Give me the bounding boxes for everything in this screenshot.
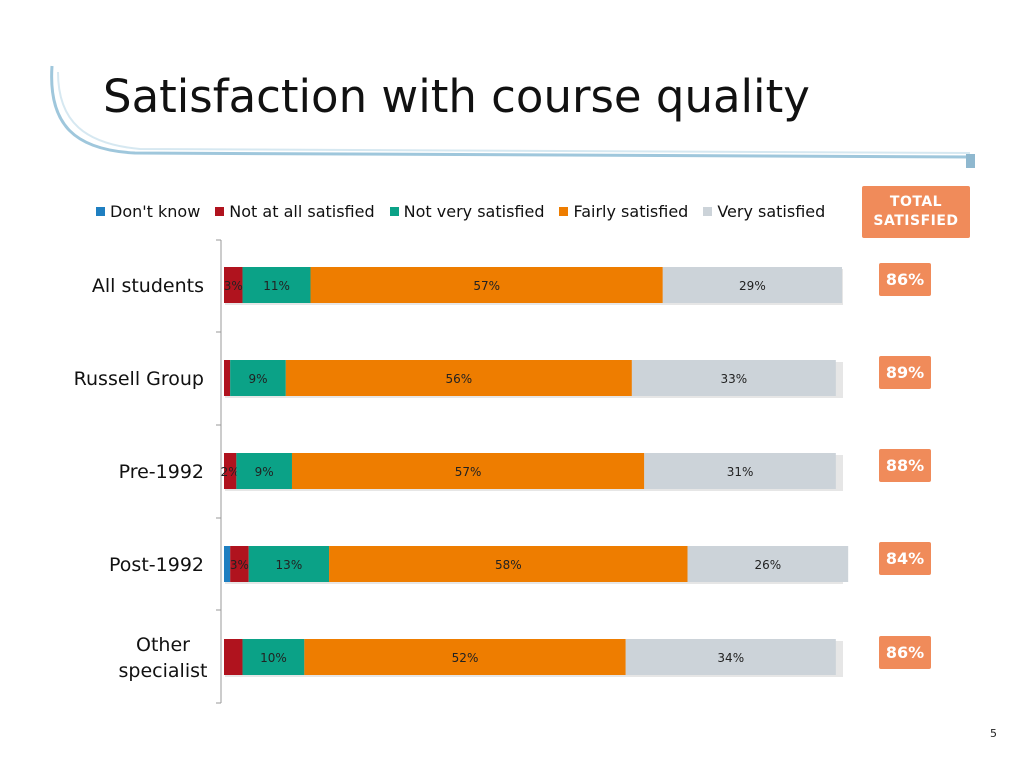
data-label: 2%: [221, 465, 240, 479]
legend-label: Don't know: [110, 202, 201, 221]
category-label: Other specialist: [119, 634, 208, 682]
bar-segment: [687, 546, 849, 582]
data-label: 13%: [276, 558, 303, 572]
bar-segment: [224, 360, 231, 396]
data-label: 29%: [739, 279, 766, 293]
bar-segment: [230, 546, 249, 582]
total-badge-other-specialist: 86%: [879, 636, 931, 669]
bar-segment: [310, 267, 663, 303]
legend-label: Not at all satisfied: [229, 202, 375, 221]
data-label: 11%: [263, 279, 290, 293]
data-label: 31%: [727, 465, 754, 479]
data-label: 3%: [230, 558, 249, 572]
bar-segment: [224, 453, 237, 489]
bar-segment: [230, 360, 286, 396]
total-header-line2: SATISFIED: [873, 213, 959, 229]
bar-segment: [224, 267, 243, 303]
legend-item-dont-know: Don't know: [96, 202, 200, 221]
total-badge-post-1992: 84%: [879, 542, 931, 575]
legend-label: Very satisfied: [717, 202, 826, 221]
data-label: 26%: [755, 558, 782, 572]
data-label: 3%: [224, 279, 243, 293]
bar-segment: [644, 453, 836, 489]
data-label: 57%: [473, 279, 500, 293]
legend-swatch: [215, 207, 225, 216]
page-number: 5: [990, 727, 997, 740]
data-label: 33%: [721, 372, 748, 386]
page-title: Satisfaction with course quality: [103, 70, 810, 123]
data-label: 57%: [455, 465, 482, 479]
legend-item-not-very-satisfied: Not very satisfied: [389, 202, 545, 221]
legend-swatch: [96, 207, 105, 216]
legend-swatch: [559, 207, 569, 216]
total-header-line1: TOTAL: [889, 194, 943, 210]
legend-label: Not very satisfied: [403, 202, 545, 221]
chart-legend: Don't know Not at all satisfied Not very…: [96, 202, 840, 221]
category-label: Post-1992: [109, 554, 204, 576]
data-label: 9%: [255, 465, 274, 479]
bar-segment: [304, 639, 626, 675]
bar-segment: [242, 267, 311, 303]
bar-segment: [248, 546, 330, 582]
total-satisfied-header: TOTAL SATISFIED: [862, 186, 970, 238]
total-badge-pre-1992: 88%: [879, 449, 931, 482]
legend-item-very-satisfied: Very satisfied: [703, 202, 825, 221]
legend-label: Fairly satisfied: [573, 202, 689, 221]
title-decoration: [50, 65, 975, 168]
data-label: 56%: [446, 372, 473, 386]
data-label: 58%: [495, 558, 522, 572]
bar-segment: [662, 267, 842, 303]
bar-segment: [625, 639, 836, 675]
legend-item-fairly-satisfied: Fairly satisfied: [559, 202, 688, 221]
legend-swatch: [389, 207, 399, 216]
data-label: 34%: [717, 651, 744, 665]
data-label: 9%: [248, 372, 267, 386]
bar-segment: [291, 453, 645, 489]
legend-item-not-at-all-satisfied: Not at all satisfied: [215, 202, 375, 221]
bar-segment: [329, 546, 688, 582]
data-label: 52%: [452, 651, 479, 665]
category-label: Russell Group: [74, 368, 204, 390]
category-label: Pre-1992: [119, 461, 204, 483]
data-label: 10%: [260, 651, 287, 665]
total-badge-all-students: 86%: [879, 263, 931, 296]
bar-segment: [236, 453, 292, 489]
bar-segment: [242, 639, 305, 675]
total-badge-russell-group: 89%: [879, 356, 931, 389]
bar-segment: [631, 360, 836, 396]
category-label: All students: [92, 275, 204, 297]
bar-segment: [224, 546, 231, 582]
legend-swatch: [703, 207, 713, 216]
bar-segment: [224, 639, 243, 675]
bar-segment: [285, 360, 632, 396]
